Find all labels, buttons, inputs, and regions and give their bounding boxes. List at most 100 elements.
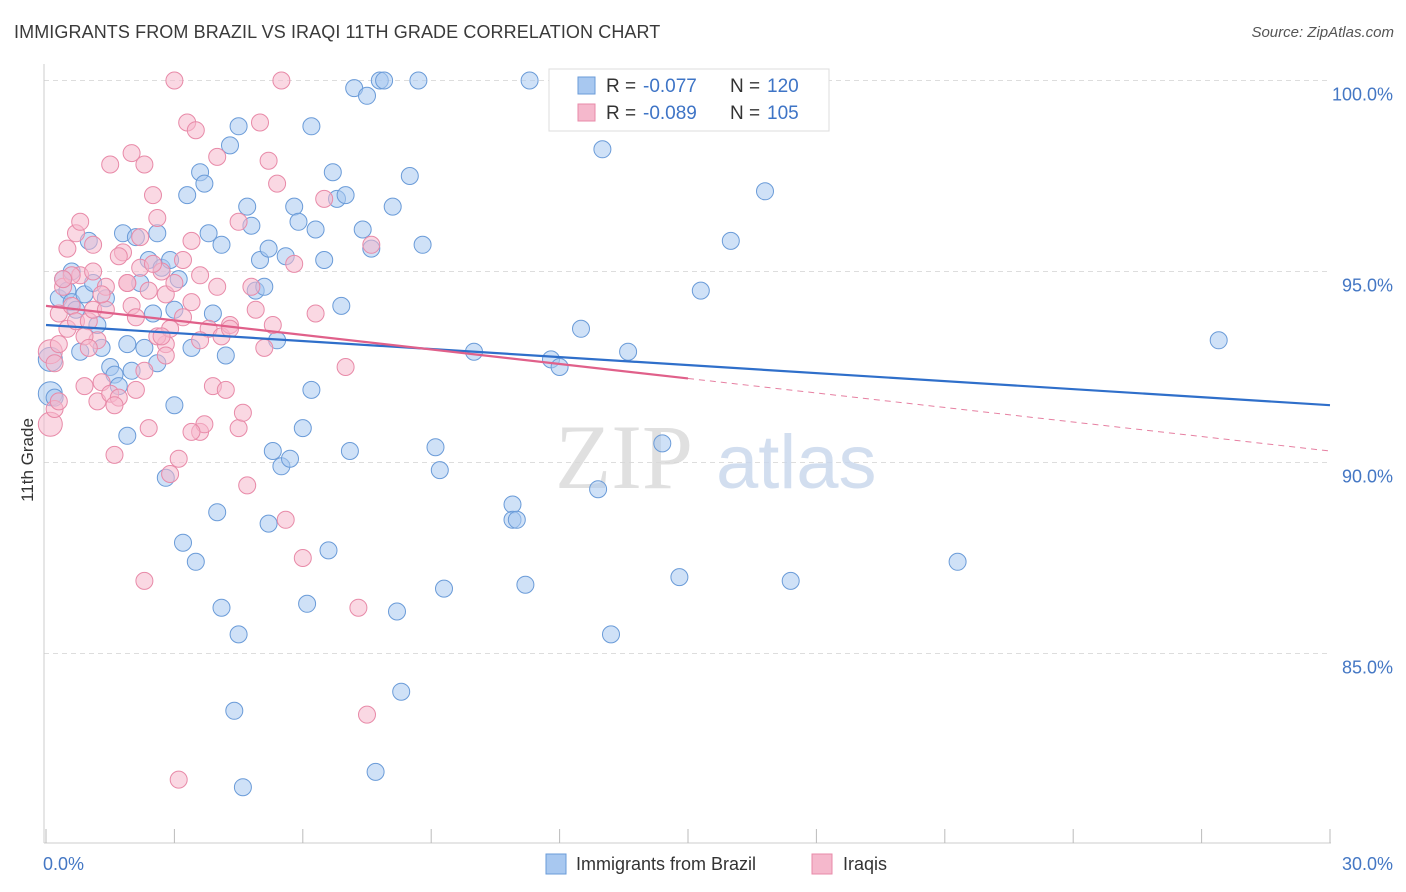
legend-swatch-iraqis[interactable] xyxy=(811,853,833,875)
brazil-point xyxy=(229,625,248,644)
brazil-point xyxy=(948,552,967,571)
iraqis-point xyxy=(276,510,295,529)
brazil-point xyxy=(319,541,338,560)
brazil-point xyxy=(426,438,445,457)
iraqis-point xyxy=(135,571,154,590)
iraqis-point xyxy=(216,380,235,399)
brazil-point xyxy=(289,212,308,231)
iraqis-point xyxy=(238,476,257,495)
iraqis-point xyxy=(152,327,171,346)
stats-r-label-2: R = xyxy=(606,103,636,124)
legend-label-brazil[interactable]: Immigrants from Brazil xyxy=(576,854,756,874)
brazil-point xyxy=(199,224,218,243)
brazil-point xyxy=(233,778,252,797)
brazil-point xyxy=(503,495,522,514)
brazil-point xyxy=(375,71,394,90)
brazil-point xyxy=(229,117,248,136)
legend-swatch-brazil[interactable] xyxy=(545,853,567,875)
iraqis-point xyxy=(221,319,239,338)
legend-label-iraqis[interactable]: Iraqis xyxy=(843,854,887,874)
iraqis-point xyxy=(135,361,154,380)
iraqis-point xyxy=(84,235,103,254)
iraqis-point xyxy=(101,155,120,174)
brazil-point xyxy=(259,514,278,533)
brazil-point xyxy=(721,231,740,250)
brazil-point xyxy=(507,510,526,529)
brazil-point xyxy=(430,461,449,480)
iraqis-point xyxy=(182,422,201,441)
iraqis-point xyxy=(272,71,291,90)
brazil-point xyxy=(148,224,167,243)
iraqis-point xyxy=(208,277,227,296)
brazil-point xyxy=(263,442,282,460)
brazil-point xyxy=(293,419,312,438)
iraqis-point xyxy=(62,296,81,315)
iraqis-point xyxy=(122,144,141,163)
brazil-point xyxy=(653,434,672,453)
brazil-point xyxy=(670,568,689,587)
brazil-point xyxy=(212,235,231,254)
legend: Immigrants from Brazil Iraqis xyxy=(545,853,887,875)
stats-r-label-1: R = xyxy=(606,76,636,97)
watermark-atlas: atlas xyxy=(716,420,877,505)
stats-box-frame xyxy=(548,68,830,132)
brazil-point xyxy=(388,602,406,621)
brazil-point xyxy=(435,579,453,598)
brazil-point xyxy=(602,625,620,644)
stats-swatch-brazil xyxy=(577,76,596,95)
iraqis-point xyxy=(148,209,167,227)
iraqis-point xyxy=(109,247,128,266)
brazil-point xyxy=(619,342,638,361)
brazil-point xyxy=(118,426,137,445)
brazil-point xyxy=(572,319,590,338)
iraqis-point xyxy=(229,212,248,231)
brazil-point xyxy=(691,281,710,300)
iraqis-point xyxy=(182,231,201,250)
iraqis-point xyxy=(165,71,184,90)
iraqis-point xyxy=(191,266,210,285)
brazil-point xyxy=(358,86,376,105)
brazil-point xyxy=(302,117,321,136)
iraqis-point xyxy=(362,235,381,254)
stats-n-value-1: 120 xyxy=(767,76,799,97)
iraqis-point xyxy=(349,598,368,617)
brazil-point xyxy=(383,197,402,216)
iraqis-point xyxy=(255,338,274,357)
brazil-point xyxy=(550,358,569,376)
iraqis-point xyxy=(208,147,227,166)
iraqis-point xyxy=(285,254,304,273)
brazil-point xyxy=(332,296,351,315)
iraqis-point xyxy=(131,228,150,247)
iraqis-point xyxy=(144,254,162,273)
brazil-point xyxy=(593,140,612,159)
brazil-point xyxy=(238,197,257,216)
brazil-point xyxy=(409,71,428,90)
brazil-point xyxy=(302,380,321,399)
iraqis-point xyxy=(358,705,376,724)
iraqis-point xyxy=(135,155,154,174)
iraqis-point xyxy=(144,186,162,205)
brazil-point xyxy=(225,701,244,720)
brazil-point xyxy=(281,449,299,468)
watermark: ZIP atlas xyxy=(555,406,877,508)
brazil-point xyxy=(400,167,419,185)
stats-r-value-1: -0.077 xyxy=(643,76,697,97)
iraqis-point xyxy=(233,403,252,422)
iraqis-point xyxy=(182,293,201,312)
iraqis-point xyxy=(246,300,265,319)
brazil-point xyxy=(174,533,192,552)
iraqis-point xyxy=(293,549,312,567)
iraqis-point xyxy=(45,354,64,373)
iraqis-point xyxy=(191,331,210,350)
iraqis-point xyxy=(126,380,145,399)
iraqis-point xyxy=(336,358,355,376)
iraqis-point xyxy=(84,262,103,281)
brazil-point xyxy=(323,163,342,182)
iraqis-point xyxy=(105,396,124,415)
brazil-point xyxy=(216,346,235,365)
brazil-point xyxy=(315,251,334,269)
stats-n-label-2: N = xyxy=(730,103,760,124)
brazil-point xyxy=(353,220,372,239)
stats-swatch-iraqis xyxy=(577,103,596,122)
grid-lines xyxy=(44,80,1331,654)
